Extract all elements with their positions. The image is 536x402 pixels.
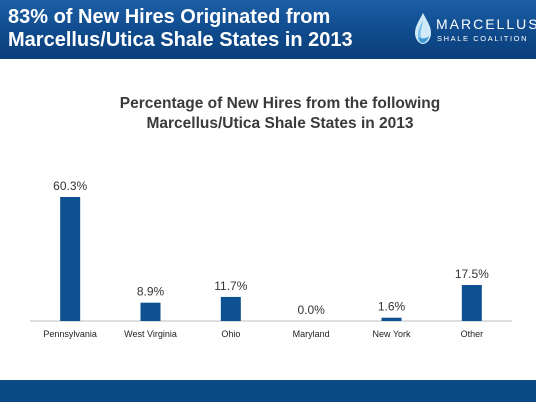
- data-label: 11.7%: [214, 279, 247, 293]
- x-tick-label: Maryland: [293, 329, 330, 339]
- x-tick-label: Pennsylvania: [43, 329, 97, 339]
- marcellus-logo: MARCELLUS SHALE COALITION: [412, 12, 536, 48]
- header-banner: 83% of New Hires Originated from Marcell…: [0, 0, 536, 59]
- bar-other: [461, 285, 482, 321]
- data-label: 0.0%: [297, 303, 325, 317]
- data-label: 1.6%: [378, 300, 406, 314]
- slide-title-line1: 83% of New Hires Originated from: [8, 6, 331, 28]
- chart-title-line2: Marcellus/Utica Shale States in 2013: [146, 115, 414, 132]
- slide-title: 83% of New Hires Originated from Marcell…: [8, 6, 388, 52]
- slide-title-line2: Marcellus/Utica Shale States in 2013: [8, 29, 353, 51]
- bar-west-virginia: [140, 302, 161, 321]
- data-label: 17.5%: [455, 267, 489, 281]
- chart-title-line1: Percentage of New Hires from the followi…: [119, 95, 441, 112]
- data-label: 8.9%: [137, 285, 165, 299]
- water-drop-icon: [415, 13, 431, 44]
- logo-subtitle: SHALE COALITION: [437, 34, 529, 43]
- bar-ohio: [220, 296, 241, 321]
- footer-bar: [0, 380, 536, 402]
- x-tick-label: Other: [461, 329, 484, 339]
- bar-pennsylvania: [60, 197, 81, 321]
- logo-wordmark: MARCELLUS: [436, 16, 536, 32]
- data-label: 60.3%: [53, 179, 87, 193]
- x-tick-label: New York: [372, 329, 411, 339]
- bar-new-york: [381, 317, 402, 321]
- x-tick-label: Ohio: [221, 329, 240, 339]
- chart-title: Percentage of New Hires from the followi…: [60, 94, 500, 134]
- x-tick-label: West Virginia: [124, 329, 177, 339]
